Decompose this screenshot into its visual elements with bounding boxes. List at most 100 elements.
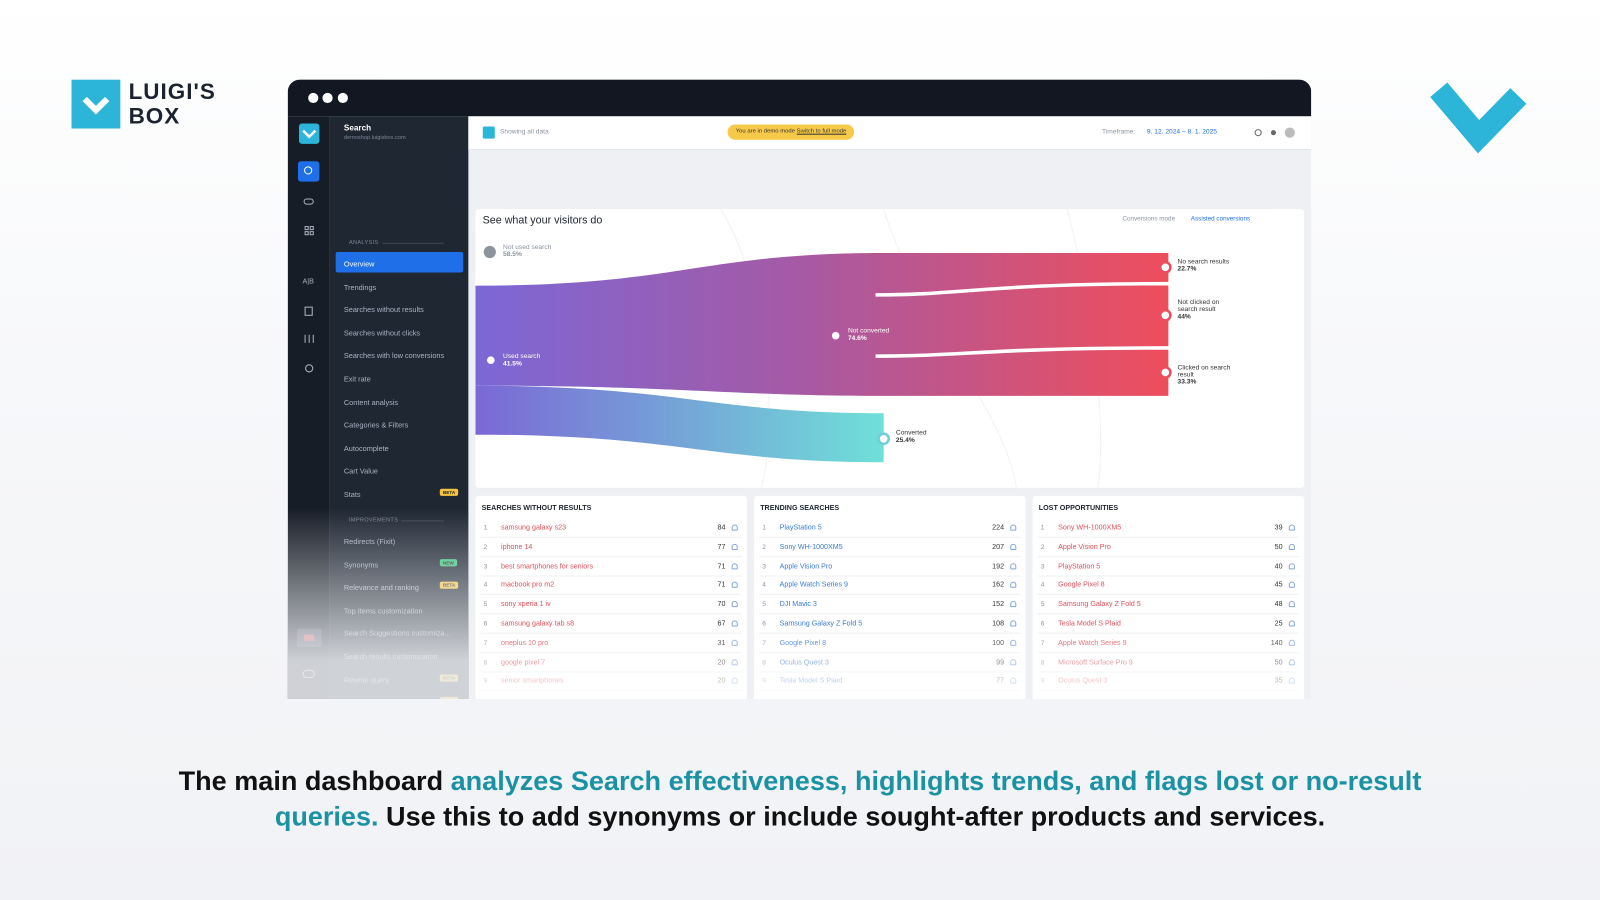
mode-select[interactable]: Assisted conversions [1190, 215, 1251, 223]
row-query[interactable]: samsung galaxy s23 [501, 524, 567, 532]
section-rule [382, 242, 444, 244]
row-query[interactable]: Google Pixel 8 [779, 639, 827, 647]
row-query[interactable]: samsung galaxy tab s8 [501, 620, 575, 628]
nav-item[interactable]: Synonyms [343, 559, 379, 569]
demo-link[interactable]: Switch to full mode [796, 128, 847, 135]
row-query[interactable]: Sony WH-1000XM5 [779, 543, 843, 551]
nav-item[interactable]: Search Suggestions customiza... [343, 628, 451, 639]
nav-item[interactable]: Autocomplete [343, 443, 389, 453]
table-row: 2 Apple Vision Pro 50 [1037, 538, 1299, 557]
row-query[interactable]: Oculus Quest 3 [1058, 677, 1108, 686]
row-query[interactable]: iphone 14 [501, 543, 533, 551]
nav-item[interactable]: Categories & Filters [343, 420, 409, 430]
row-icon [731, 677, 738, 685]
nav-item[interactable]: Searches without results [343, 305, 424, 315]
nav-item[interactable]: Searches with low conversions [343, 351, 445, 361]
row-query[interactable]: Google Pixel 8 [1058, 582, 1105, 590]
row-icon [731, 601, 738, 608]
row-count: 39 [1274, 524, 1283, 532]
row-query[interactable]: Samsung Galaxy Z Fold 5 [779, 620, 863, 628]
table-row: 9 Oculus Quest 3 35 [1037, 672, 1299, 692]
row-rank: 2 [483, 543, 488, 551]
row-rank: 9 [1040, 677, 1045, 686]
row-rank: 8 [762, 658, 766, 666]
row-query[interactable]: Apple Watch Series 9 [1058, 639, 1127, 647]
nav-item[interactable]: Stats [343, 489, 361, 499]
row-rank: 1 [762, 524, 766, 532]
row-icon [1010, 601, 1017, 608]
row-rank: 8 [1040, 658, 1045, 666]
table-row: 8 Oculus Quest 3 99 [759, 653, 1021, 673]
nav-item[interactable]: Overview [343, 259, 375, 269]
row-query[interactable]: Tesla Model S Plaid [779, 677, 843, 686]
row-query[interactable]: best smartphones for seniors [501, 562, 594, 570]
row-icon [731, 658, 738, 665]
row-query[interactable]: sony xperia 1 iv [501, 601, 551, 609]
table-row: 9 senior smartphones 20 [480, 672, 742, 692]
row-query[interactable]: Apple Vision Pro [779, 562, 833, 570]
row-count: 224 [992, 524, 1005, 532]
table-row: 6 Samsung Galaxy Z Fold 5 108 [759, 614, 1021, 634]
row-count: 50 [1274, 658, 1283, 666]
row-count: 20 [717, 658, 726, 666]
row-query[interactable]: senior smartphones [501, 677, 564, 686]
row-query[interactable]: PlayStation 5 [1058, 562, 1101, 570]
table-row: 7 Google Pixel 8 100 [759, 633, 1021, 653]
nav-item[interactable]: Top Items customization [343, 605, 423, 616]
nav-item[interactable]: Relevance and ranking [343, 582, 419, 593]
nav-item[interactable]: Search results customization [343, 652, 438, 662]
top-icons [1254, 127, 1295, 138]
nav-item[interactable]: Campaigns in search [344, 698, 413, 699]
row-query[interactable]: oneplus 10 pro [501, 639, 549, 647]
nav-item[interactable]: Redirects (Fixit) [343, 536, 396, 546]
row-count: 100 [992, 639, 1005, 647]
flow-title: See what your visitors do [482, 214, 603, 227]
row-query[interactable]: google pixel 7 [501, 658, 546, 666]
row-query[interactable]: Microsoft Surface Pro 9 [1058, 658, 1133, 666]
row-query[interactable]: Samsung Galaxy Z Fold 5 [1058, 601, 1141, 609]
nav-item[interactable]: Searches without clicks [343, 328, 421, 338]
timeframe-label: Timeframe: [1102, 128, 1136, 136]
table-row: 4 Apple Watch Series 9 162 [759, 576, 1021, 596]
row-icon [1288, 562, 1295, 569]
row-rank: 7 [762, 639, 766, 647]
row-query[interactable]: Sony WH-1000XM5 [1058, 524, 1122, 532]
nav-item[interactable]: Trendings [343, 282, 377, 292]
row-count: 84 [717, 524, 726, 532]
logo-text: LUIGI'S BOX [128, 78, 216, 129]
data-filter[interactable]: Showing all data [499, 128, 549, 136]
flow-node: Not converted 74.6% [848, 328, 930, 342]
node-value: 33.3% [1177, 378, 1197, 386]
row-count: 77 [717, 543, 726, 551]
row-rank: 6 [762, 620, 766, 628]
nav-badge: BETA [439, 581, 459, 589]
row-query[interactable]: Oculus Quest 3 [779, 658, 829, 666]
row-query[interactable]: macbook pro m2 [501, 582, 555, 590]
row-rank: 5 [762, 601, 766, 609]
row-query[interactable]: Apple Vision Pro [1058, 543, 1111, 551]
table-row: 6 Tesla Model S Plaid 25 [1037, 614, 1299, 634]
nav-item[interactable]: Exit rate [343, 374, 371, 384]
nav-item[interactable]: Rewrite query [343, 675, 390, 685]
row-count: 71 [717, 582, 726, 590]
flow-node: Converted 25.4% [896, 430, 978, 444]
row-query[interactable]: Apple Watch Series 9 [779, 582, 849, 590]
table-row: 3 Apple Vision Pro 192 [759, 557, 1021, 577]
row-rank: 8 [483, 658, 488, 666]
flow-node: Not clicked on search result 44% [1178, 299, 1235, 320]
nav-item[interactable]: Content analysis [343, 397, 399, 407]
node-value: 22.7% [1177, 265, 1197, 273]
node-label: Not used search [503, 243, 552, 252]
row-query[interactable]: DJI Mavic 3 [779, 601, 817, 609]
timeframe[interactable]: 9. 12. 2024 – 8. 1. 2025 [1146, 128, 1218, 136]
row-rank: 5 [483, 601, 488, 609]
row-query[interactable]: PlayStation 5 [779, 524, 822, 532]
row-query[interactable]: Tesla Model S Plaid [1058, 620, 1121, 628]
table-row: 8 Microsoft Surface Pro 9 50 [1037, 653, 1299, 673]
nav-item[interactable]: Cart Value [343, 466, 378, 476]
rail-icons: A|B [296, 123, 322, 679]
logo-line: LUIGI'S [128, 78, 216, 105]
row-count: 77 [996, 677, 1005, 686]
row-icon [1288, 543, 1295, 550]
node-value: 44% [1177, 313, 1191, 321]
